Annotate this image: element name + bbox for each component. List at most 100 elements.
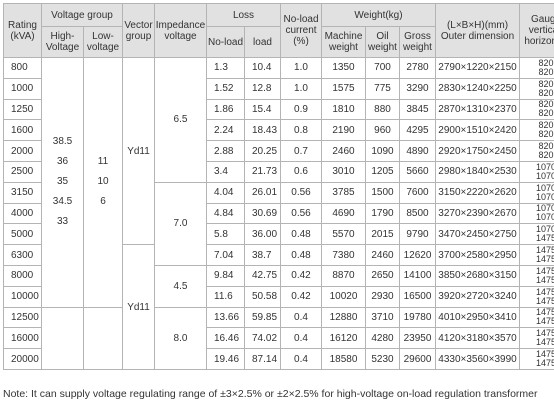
gauge-cell: 14751475 [519, 348, 554, 370]
outer-dimension-cell: 2980×1840×2530 [435, 160, 520, 183]
gauge-cell: 14751475 [519, 244, 554, 266]
header-load-loss: load [244, 26, 281, 58]
oil-weight-cell: 880 [365, 98, 400, 121]
gross-weight-cell: 12620 [399, 244, 436, 266]
gauge-cell: 820 820 [519, 140, 554, 162]
load-loss-cell: 50.58 [244, 285, 281, 308]
oil-weight-cell: 2650 [365, 264, 400, 287]
gauge-cell: 14751475 [519, 306, 554, 329]
rating-cell: 800 [3, 57, 42, 79]
footnote: Note: It can supply voltage regulating r… [3, 388, 538, 400]
no-load-loss-cell: 13.66 [206, 306, 245, 329]
gauge-value: 1475 [535, 233, 554, 244]
load-loss-cell: 59.85 [244, 306, 281, 329]
gross-weight-cell: 2780 [399, 57, 436, 79]
header-machine-weight: Machine weight [321, 26, 366, 58]
gauge-cell: 10701070 [519, 202, 554, 225]
outer-dimension-cell: 3850×2680×3150 [435, 264, 520, 287]
header-voltage-group: Voltage group [41, 3, 123, 27]
gauge-value: 1070 [535, 182, 554, 193]
gauge-cell: 10701070 [519, 160, 554, 183]
rating-cell: 1600 [3, 119, 42, 142]
machine-weight-cell: 5570 [321, 223, 366, 246]
low-voltage-cell [83, 306, 123, 370]
gross-weight-cell: 3845 [399, 98, 436, 121]
load-loss-cell: 15.4 [244, 98, 281, 121]
outer-dimension-cell: 2900×1510×2420 [435, 119, 520, 142]
vector-group-cell: Yd11 [122, 56, 155, 246]
no-load-loss-cell: 4.04 [206, 181, 245, 204]
gauge-value: 1475 [535, 349, 554, 360]
machine-weight-cell: 2460 [321, 140, 366, 162]
oil-weight-cell: 700 [365, 57, 400, 79]
gauge-value: 1475 [535, 316, 554, 327]
gauge-cell: 10701475 [519, 223, 554, 246]
header-no-load-current: No-load current (%) [280, 3, 322, 58]
machine-weight-cell: 16120 [321, 327, 366, 350]
table-row: 1250 1.86 15.4 0.9 1810 880 3845 2870×1310×2370… [3, 98, 554, 121]
machine-weight-cell: 8870 [321, 264, 366, 287]
gauge-value: 820 [538, 129, 554, 140]
gauge-cell: 14751475 [519, 264, 554, 287]
load-loss-cell: 21.73 [244, 160, 281, 183]
gauge-value: 820 [538, 108, 554, 119]
oil-weight-cell: 2015 [365, 223, 400, 246]
oil-weight-cell: 1500 [365, 181, 400, 204]
machine-weight-cell: 1810 [321, 98, 366, 121]
no-load-current-cell: 0.42 [280, 285, 322, 308]
gauge-value: 1070 [535, 203, 554, 214]
spec-table-body: 800 38.5 36 35 34.5 33 11 10 6 Yd11 6.5 1.3 10.4 1.0 1… [3, 56, 554, 370]
rating-cell: 8000 [3, 264, 42, 287]
table-row: 2500 3.4 21.73 0.6 3010 1205 5660 2980×1840×253… [3, 160, 554, 183]
rating-cell: 2500 [3, 160, 42, 183]
no-load-current-cell: 0.48 [280, 223, 322, 246]
no-load-loss-cell: 9.84 [206, 264, 245, 287]
header-high-voltage: High-Voltage [41, 26, 84, 58]
gauge-value: 1475 [535, 328, 554, 339]
impedance-cell: 4.5 [154, 264, 207, 308]
load-loss-cell: 12.8 [244, 77, 281, 100]
gauge-cell: 14751475 [519, 285, 554, 308]
load-loss-cell: 26.01 [244, 181, 281, 204]
machine-weight-cell: 2190 [321, 119, 366, 142]
rating-cell: 6300 [3, 244, 42, 266]
gauge-value: 1070 [535, 191, 554, 202]
no-load-loss-cell: 1.3 [206, 57, 245, 79]
no-load-loss-cell: 2.24 [206, 119, 245, 142]
load-loss-cell: 30.69 [244, 202, 281, 225]
gauge-value: 820 [538, 78, 554, 89]
header-rating: Rating (kVA) [3, 3, 42, 58]
oil-weight-cell: 5230 [365, 348, 400, 370]
impedance-cell: 6.5 [154, 57, 207, 183]
rating-cell: 4000 [3, 202, 42, 225]
oil-weight-cell: 1790 [365, 202, 400, 225]
outer-dimension-cell: 3150×2220×2620 [435, 181, 520, 204]
gross-weight-cell: 3290 [399, 77, 436, 100]
no-load-loss-cell: 2.88 [206, 140, 245, 162]
outer-dimension-cell: 2790×1220×2150 [435, 57, 520, 79]
no-load-current-cell: 1.0 [280, 57, 322, 79]
transformer-spec-table: Rating (kVA) Voltage group Vector group … [3, 3, 554, 370]
header-low-voltage: Low-voltage [83, 26, 123, 58]
no-load-loss-cell: 19.46 [206, 348, 245, 370]
no-load-loss-cell: 1.52 [206, 77, 245, 100]
header-vector-group: Vector group [122, 3, 155, 58]
table-row: 12500 8.0 13.66 59.85 0.4 12880 3710 19780 4010×… [3, 306, 554, 370]
no-load-loss-cell: 7.04 [206, 244, 245, 266]
machine-weight-cell: 3785 [321, 181, 366, 204]
oil-weight-cell: 1205 [365, 160, 400, 183]
table-row: 8000 4.5 9.84 42.75 0.42 8870 2650 14100 3850×26… [3, 264, 554, 308]
header-impedance-voltage: Impedance voltage [154, 3, 207, 58]
no-load-current-cell: 0.8 [280, 119, 322, 142]
header-gross-weight: Gross weight [399, 26, 436, 58]
oil-weight-cell: 4280 [365, 327, 400, 350]
rating-cell: 1000 [3, 77, 42, 100]
no-load-current-cell: 0.7 [280, 140, 322, 162]
gauge-value: 820 [538, 87, 554, 98]
impedance-cell: 7.0 [154, 181, 207, 266]
outer-dimension-cell: 3470×2450×2750 [435, 223, 520, 246]
gauge-value: 820 [538, 141, 554, 152]
outer-dimension-cell: 3270×2390×2670 [435, 202, 520, 225]
gauge-value: 820 [538, 99, 554, 110]
no-load-current-cell: 0.4 [280, 306, 322, 329]
